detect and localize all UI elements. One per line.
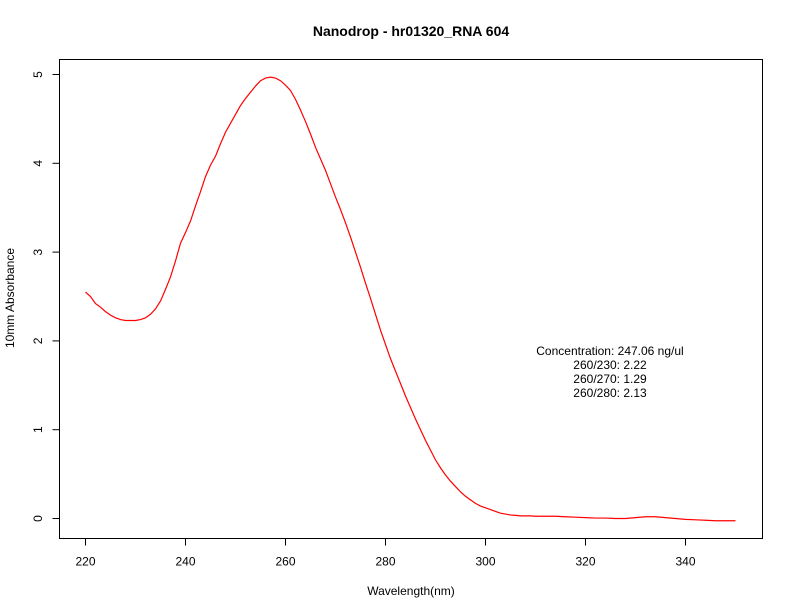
chart-title: Nanodrop - hr01320_RNA 604 <box>313 23 510 39</box>
y-tick-label: 3 <box>31 248 45 255</box>
x-axis: 220 240 260 280 300 320 340 <box>75 538 696 569</box>
y-tick-label: 1 <box>31 426 45 433</box>
y-axis-label: 10mm Absorbance <box>3 248 17 348</box>
annotation-260-230: 260/230: 2.22 <box>573 358 647 372</box>
annotation-concentration: Concentration: 247.06 ng/ul <box>536 344 683 358</box>
x-tick-label: 280 <box>375 555 395 569</box>
x-tick-label: 260 <box>275 555 295 569</box>
annotation-260-270: 260/270: 1.29 <box>573 372 647 386</box>
x-tick-label: 220 <box>75 555 95 569</box>
absorbance-series-line <box>85 76 736 522</box>
x-tick-label: 340 <box>675 555 695 569</box>
y-tick-label: 5 <box>31 71 45 78</box>
x-tick-label: 240 <box>175 555 195 569</box>
plot-area-frame <box>59 59 763 539</box>
x-tick-label: 300 <box>475 555 495 569</box>
y-tick-label: 4 <box>31 160 45 167</box>
y-tick-label: 0 <box>31 515 45 522</box>
y-tick-label: 2 <box>31 337 45 344</box>
y-axis: 0 1 2 3 4 5 <box>31 71 60 522</box>
annotation-block: Concentration: 247.06 ng/ul 260/230: 2.2… <box>536 344 683 400</box>
x-axis-label: Wavelength(nm) <box>367 584 455 598</box>
annotation-260-280: 260/280: 2.13 <box>573 386 647 400</box>
x-tick-label: 320 <box>575 555 595 569</box>
